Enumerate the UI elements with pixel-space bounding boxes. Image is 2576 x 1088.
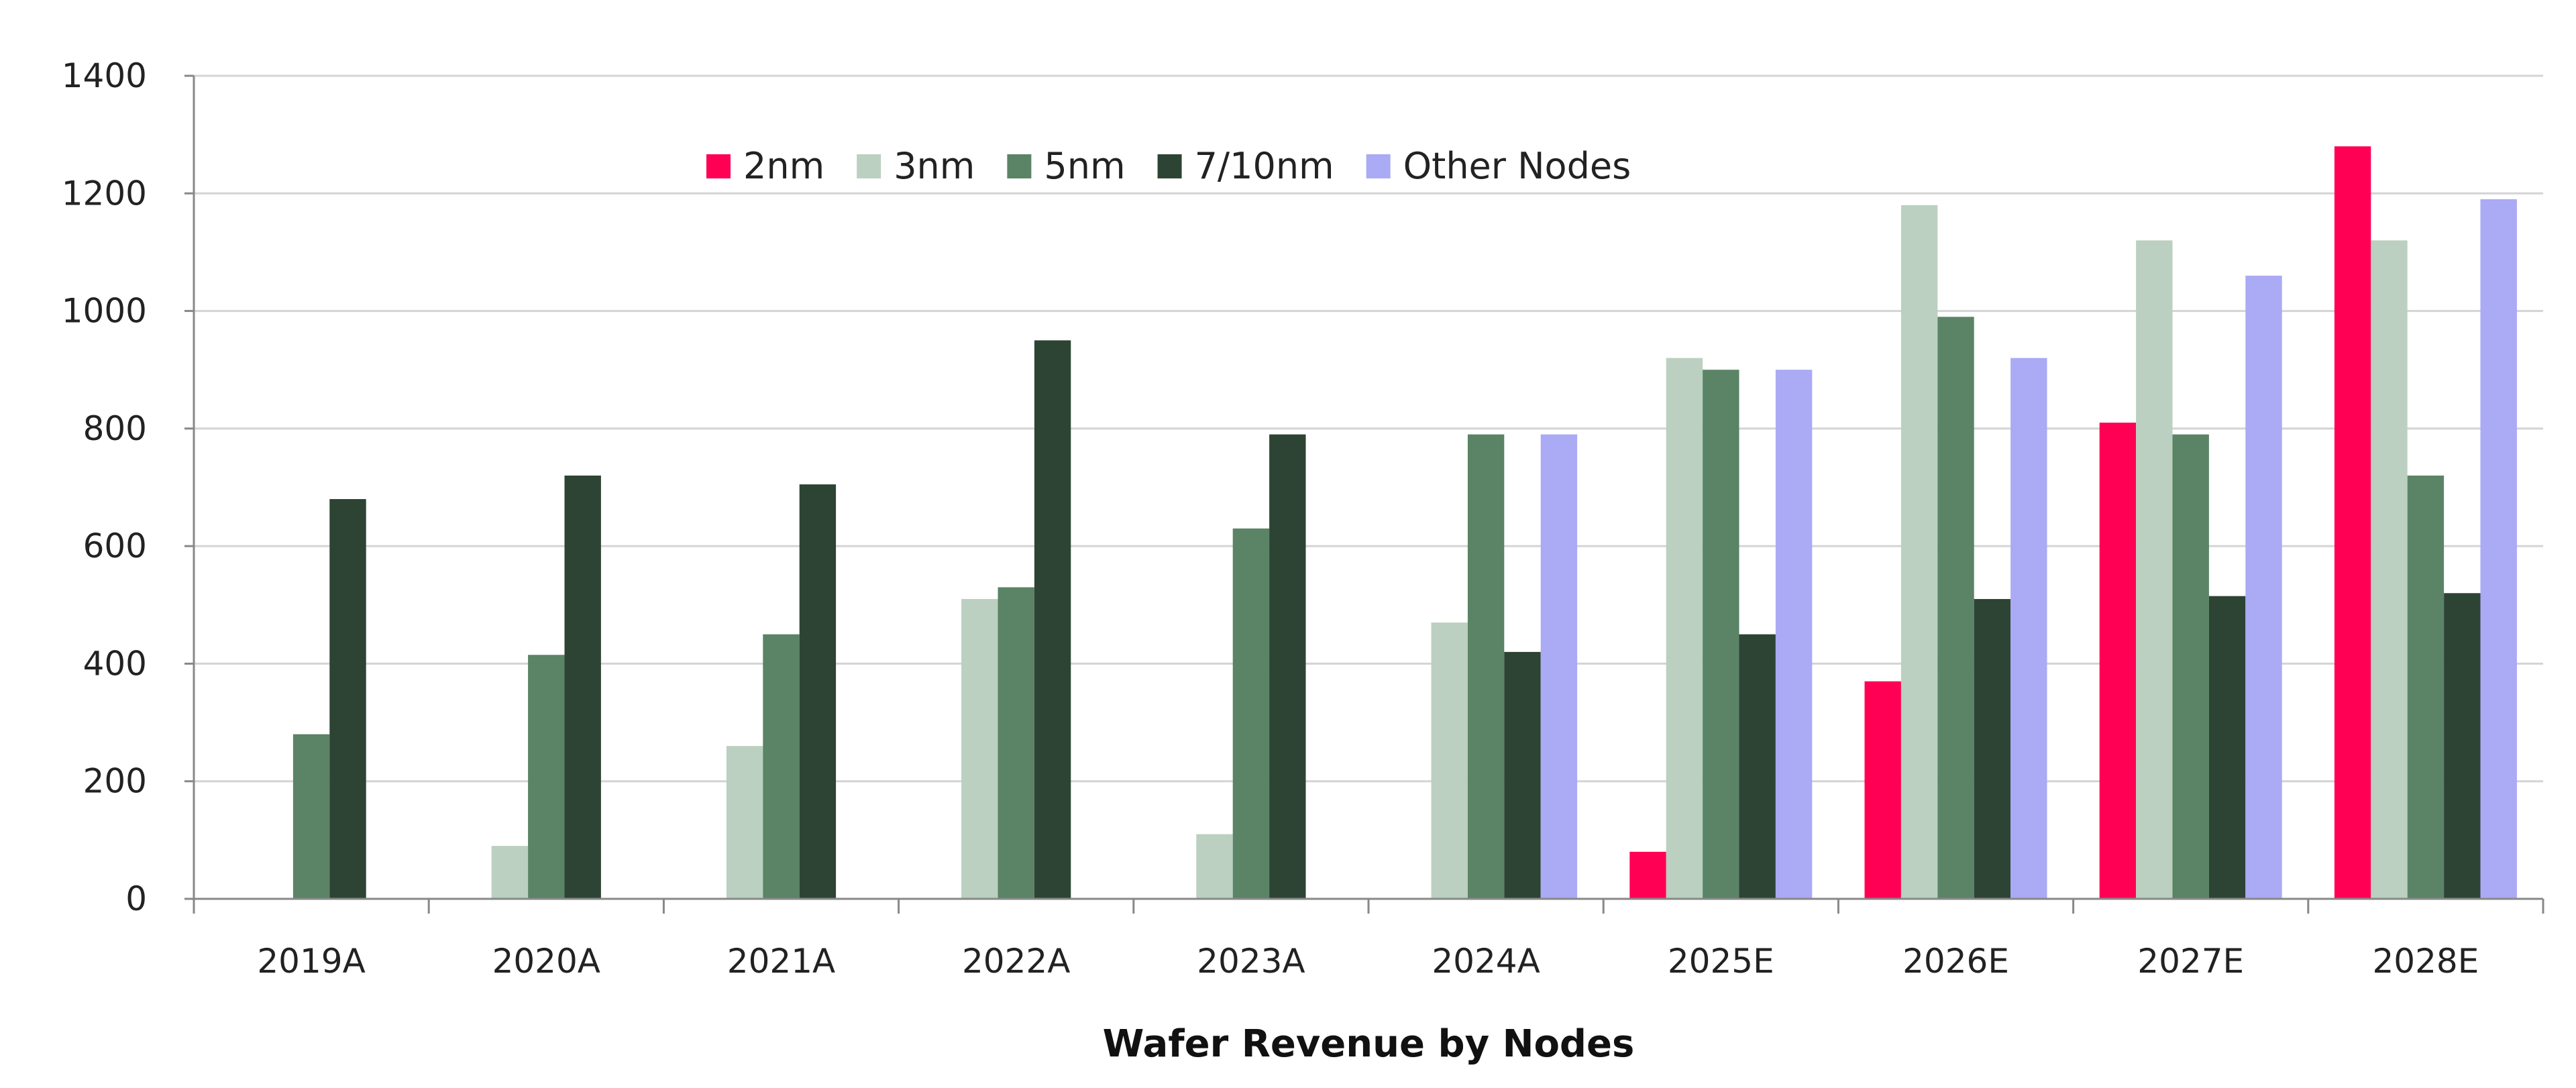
bars: [292, 146, 2517, 900]
legend-swatch: [706, 154, 731, 178]
x-tick-label: 2028E: [2372, 942, 2479, 981]
bar-3nm-2021a: [726, 746, 763, 899]
legend-item: 7/10nm: [1157, 145, 1334, 187]
x-tick-label: 2024A: [1432, 942, 1540, 981]
x-tick-label: 2023A: [1197, 942, 1305, 981]
bar-5nm-2021a: [763, 634, 800, 899]
bar-7-10nm-2020a: [564, 475, 601, 899]
legend-swatch: [1007, 154, 1032, 178]
x-tick-label: 2025E: [1668, 942, 1774, 981]
bar-7-10nm-2021a: [799, 484, 837, 899]
bar-other-nodes-2024a: [1540, 434, 1578, 899]
y-tick-label: 800: [83, 409, 147, 448]
bar-2nm-2027e: [2099, 423, 2137, 899]
bar-5nm-2022a: [998, 587, 1034, 899]
x-tick-label: 2027E: [2137, 942, 2244, 981]
bar-7-10nm-2022a: [1034, 340, 1071, 900]
bar-5nm-2025e: [1703, 370, 1739, 899]
y-tick-label: 1400: [62, 56, 147, 95]
bar-2nm-2025e: [1629, 851, 1666, 899]
bar-3nm-2028e: [2371, 240, 2408, 899]
x-tick-label: 2019A: [257, 942, 365, 981]
bar-7-10nm-2024a: [1504, 651, 1541, 899]
legend-item: 5nm: [1007, 145, 1126, 187]
legend-swatch: [1366, 154, 1391, 178]
legend-swatch: [857, 154, 881, 178]
bar-other-nodes-2026e: [2010, 358, 2047, 899]
bar-other-nodes-2025e: [1775, 370, 1813, 899]
bar-5nm-2023a: [1232, 528, 1270, 899]
bar-3nm-2026e: [1900, 205, 1938, 899]
bar-5nm-2026e: [1937, 317, 1974, 900]
bar-7-10nm-2019a: [329, 499, 366, 899]
bar-5nm-2019a: [292, 734, 330, 899]
bar-3nm-2022a: [961, 599, 998, 899]
bar-7-10nm-2028e: [2444, 593, 2481, 899]
y-tick-label: 400: [83, 644, 147, 683]
bar-3nm-2025e: [1666, 358, 1703, 899]
y-tick-label: 200: [83, 762, 147, 801]
bar-3nm-2024a: [1431, 622, 1468, 899]
legend-label: 5nm: [1044, 145, 1125, 187]
x-tick-label: 2026E: [1902, 942, 2009, 981]
y-tick-label: 1200: [62, 174, 147, 213]
bar-2nm-2026e: [1864, 681, 1901, 899]
legend: 2nm 3nm 5nm 7/10nm Other Nodes: [706, 145, 1631, 187]
bar-5nm-2020a: [528, 655, 565, 899]
x-tick-label: 2021A: [727, 942, 835, 981]
y-tick-label: 0: [125, 879, 147, 918]
legend-label: 2nm: [743, 145, 824, 187]
legend-swatch: [1157, 154, 1182, 178]
bar-7-10nm-2027e: [2208, 596, 2246, 899]
legend-item: 3nm: [857, 145, 975, 187]
y-tick-label: 600: [83, 527, 147, 565]
chart-title: Wafer Revenue by Nodes: [1103, 1022, 1635, 1066]
bar-7-10nm-2025e: [1739, 634, 1776, 899]
legend-label: Other Nodes: [1403, 145, 1631, 187]
axes: 0 200 400 600 800 1000 1200 1400 2019A 2020A 2021A…: [62, 56, 2544, 981]
bar-7-10nm-2026e: [1974, 599, 2011, 899]
bar-5nm-2028e: [2407, 475, 2445, 899]
bar-2nm-2028e: [2334, 146, 2371, 900]
legend-label: 3nm: [894, 145, 975, 187]
bar-7-10nm-2023a: [1269, 434, 1306, 899]
legend-item: Other Nodes: [1366, 145, 1631, 187]
bar-3nm-2027e: [2136, 240, 2173, 899]
bar-5nm-2024a: [1467, 434, 1505, 899]
bar-3nm-2020a: [491, 846, 529, 899]
bar-other-nodes-2028e: [2480, 199, 2517, 899]
bar-5nm-2027e: [2172, 434, 2209, 899]
y-tick-label: 1000: [62, 292, 147, 331]
x-tick-label: 2022A: [962, 942, 1070, 981]
bar-3nm-2023a: [1196, 834, 1233, 899]
legend-label: 7/10nm: [1195, 145, 1334, 187]
bar-other-nodes-2027e: [2245, 275, 2282, 899]
legend-item: 2nm: [706, 145, 824, 187]
x-tick-label: 2020A: [492, 942, 600, 981]
